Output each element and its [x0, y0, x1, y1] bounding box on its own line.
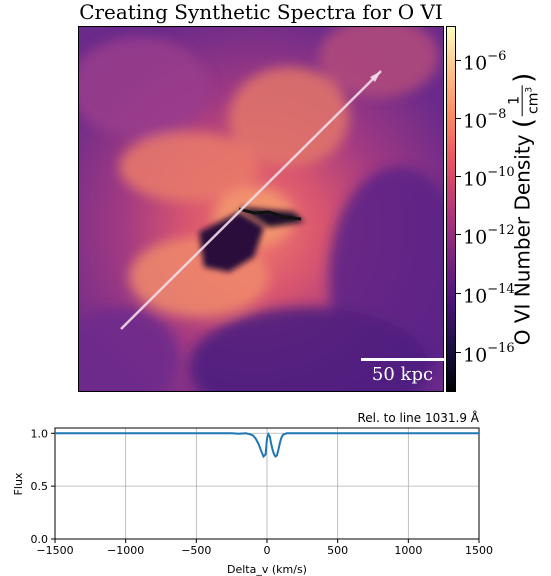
colorbar-tick-label: 10−6 — [463, 49, 507, 75]
colorbar-tick-label: 10−10 — [463, 165, 515, 191]
colorbar-tick-label: 10−14 — [463, 282, 515, 308]
colorbar-tick-label: 10−16 — [463, 341, 515, 367]
x-axis-label: Delta_v (km/s) — [227, 563, 307, 576]
x-tick-label: −500 — [181, 544, 211, 557]
x-tick-label: −1500 — [36, 544, 73, 557]
colorbar-tick — [456, 293, 461, 294]
x-ticks: −1500 −1000 −500 0 500 1000 1500 — [36, 539, 493, 557]
x-tick-label: 1000 — [394, 544, 422, 557]
y-axis-label: Flux — [12, 472, 25, 495]
unit-fraction: 1 cm3 — [507, 84, 542, 116]
colorbar-label: O VI Number Density — [510, 134, 535, 346]
y-tick-label: 0.5 — [31, 480, 49, 493]
figure-title: Creating Synthetic Spectra for O VI — [79, 0, 443, 24]
scale-bar-label: 50 kpc — [371, 364, 434, 385]
spectrum-plot: −1500 −1000 −500 0 500 1000 1500 0.0 0.5 1.0 Rel… — [12, 410, 493, 576]
x-tick-label: −1000 — [107, 544, 144, 557]
paren-open: ( — [509, 117, 539, 129]
colorbar-tick — [456, 118, 461, 119]
colorbar — [446, 26, 456, 392]
density-projection-map — [78, 26, 444, 392]
x-tick-label: 500 — [327, 544, 348, 557]
x-tick-label: 0 — [264, 544, 271, 557]
colorbar-tick-label: 10−8 — [463, 107, 507, 133]
colorbar-tick-label: 10−12 — [463, 223, 515, 249]
colorbar-tick — [456, 176, 461, 177]
y-tick-label: 0.0 — [31, 533, 49, 546]
y-ticks: 0.0 0.5 1.0 — [31, 427, 55, 546]
unit-numerator: 1 — [507, 84, 523, 116]
flux-series-line — [55, 431, 479, 459]
colorbar-tick — [456, 352, 461, 353]
colorbar-title: O VI Number Density (1 cm3) — [507, 72, 542, 346]
paren-close: ) — [509, 72, 539, 83]
line-annotation: Rel. to line 1031.9 Å — [358, 410, 480, 425]
density-projection-image — [79, 27, 443, 391]
y-tick-label: 1.0 — [31, 427, 49, 440]
unit-denominator: cm3 — [524, 86, 542, 114]
colorbar-tick — [456, 234, 461, 235]
colorbar-tick — [456, 60, 461, 61]
x-tick-label: 1500 — [465, 544, 493, 557]
scale-bar — [361, 358, 444, 361]
